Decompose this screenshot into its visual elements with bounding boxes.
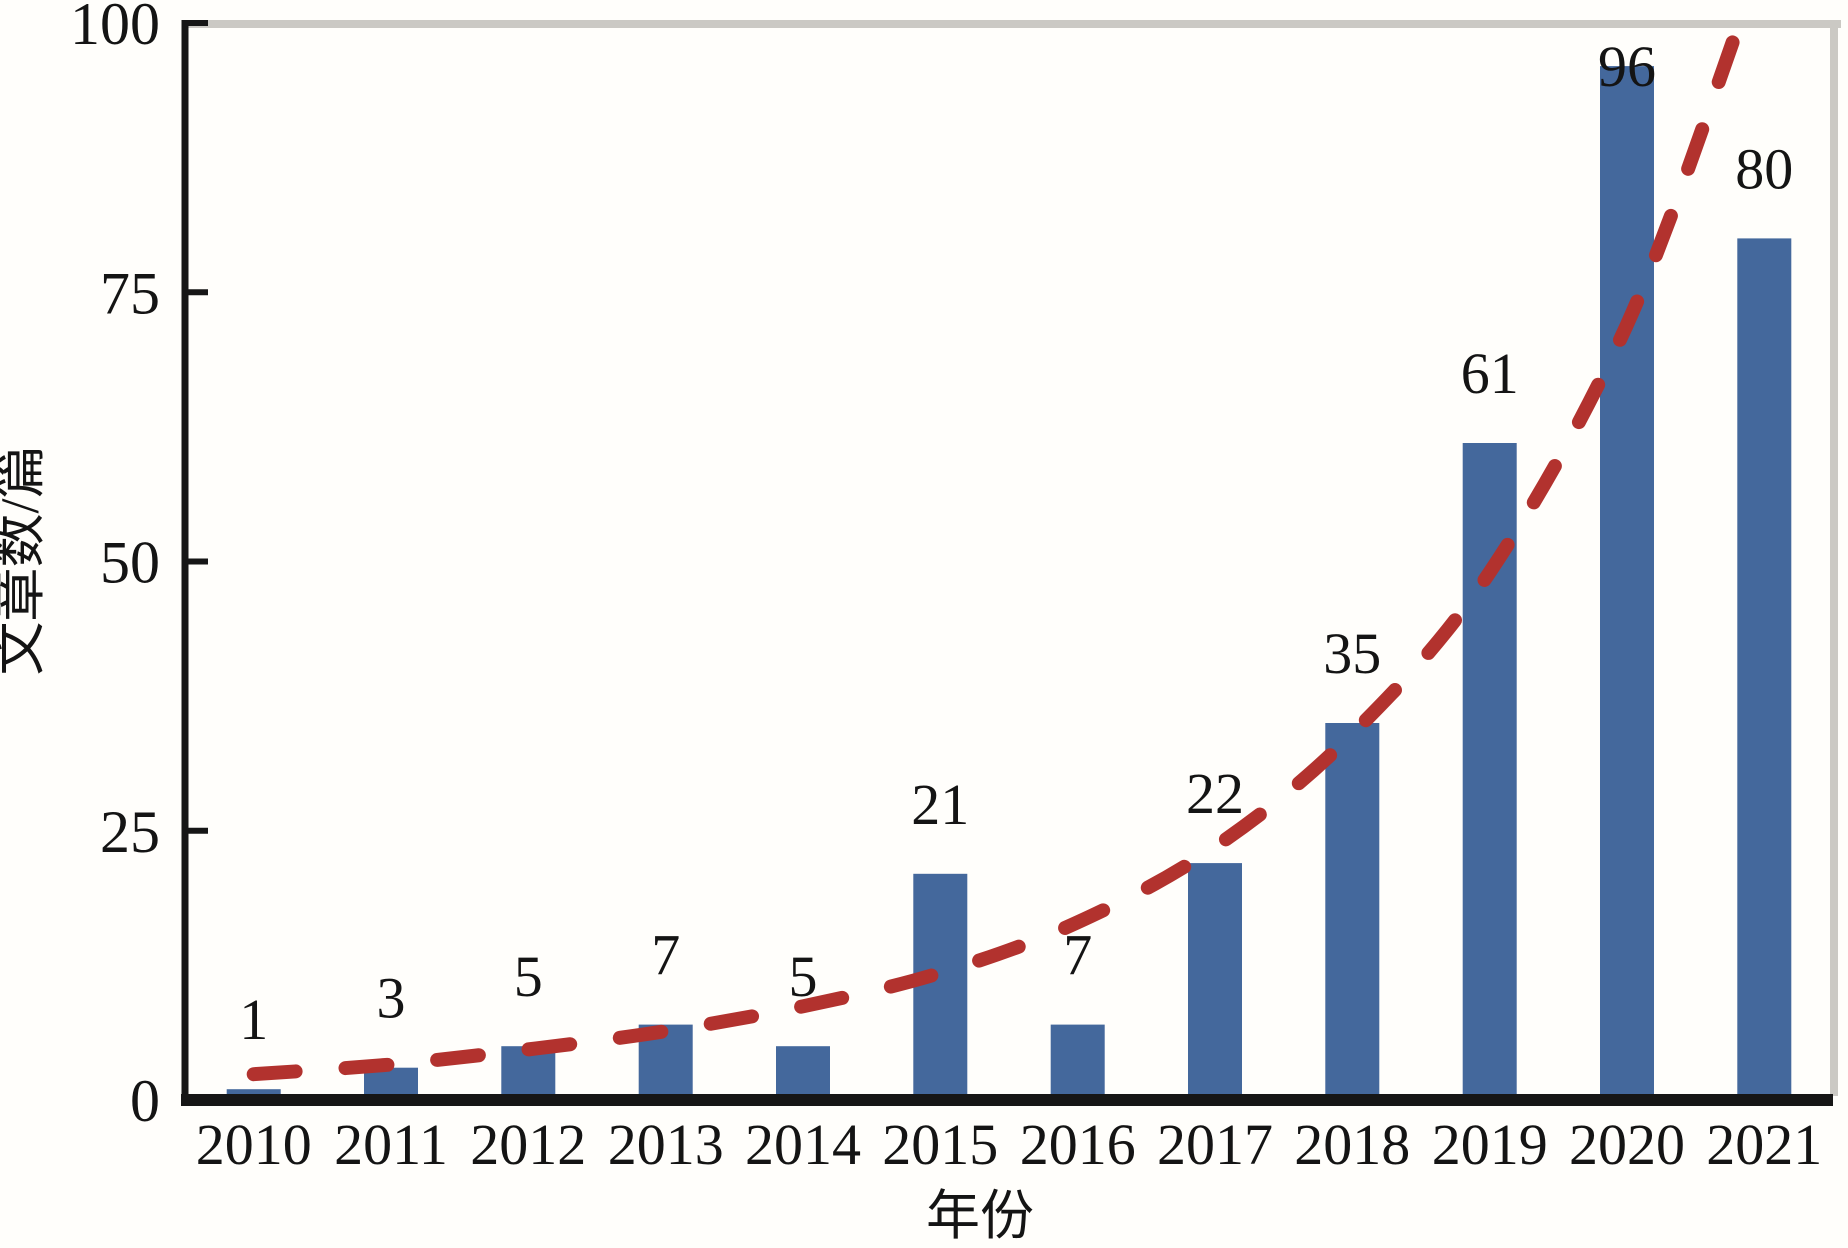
bars-group [226, 66, 1792, 1101]
bar-value-label: 35 [1323, 621, 1381, 686]
x-tick-label: 2014 [745, 1112, 861, 1177]
x-tick-label: 2015 [882, 1112, 998, 1177]
y-axis-title: 文章数/篇 [0, 444, 50, 675]
bar-value-label: 1 [239, 987, 268, 1052]
x-tick-label: 2017 [1157, 1112, 1273, 1177]
bar-value-label: 7 [651, 923, 680, 988]
x-tick-label: 2020 [1569, 1112, 1685, 1177]
bar-value-label: 5 [789, 944, 818, 1009]
bar [1188, 863, 1242, 1100]
x-tick-label: 2011 [334, 1112, 448, 1177]
y-tick-label: 100 [70, 0, 160, 57]
bar-value-label: 21 [911, 772, 969, 837]
x-axis-title: 年份 [926, 1186, 1034, 1246]
x-tick-label: 2010 [196, 1112, 312, 1177]
bar-value-label: 61 [1461, 341, 1519, 406]
bar-value-label: 96 [1598, 34, 1656, 99]
x-tick-label: 2012 [470, 1112, 586, 1177]
x-tick-label: 2013 [608, 1112, 724, 1177]
plot-border-group [185, 20, 1841, 1096]
bar [1600, 66, 1654, 1101]
axes-group [181, 20, 1833, 1106]
y-tick-label: 25 [100, 799, 160, 865]
bar-value-label: 3 [377, 966, 406, 1031]
y-tick-label: 50 [100, 530, 160, 596]
bar-value-label: 7 [1063, 923, 1092, 988]
y-tick-label: 75 [100, 260, 160, 326]
trend-line-group [246, 16, 1747, 1082]
bar-value-label: 22 [1186, 761, 1244, 826]
bar [1325, 723, 1380, 1100]
x-tick-label: 2021 [1706, 1112, 1822, 1177]
bar-value-label: 80 [1735, 136, 1793, 201]
y-tick-label: 0 [130, 1068, 160, 1134]
trend-line [246, 16, 1747, 1082]
x-tick-label: 2016 [1020, 1112, 1136, 1177]
bar [776, 1046, 830, 1100]
x-tick-label: 2019 [1432, 1112, 1548, 1177]
bar [1050, 1024, 1105, 1100]
x-tick-label: 2018 [1294, 1112, 1410, 1177]
bar-value-label: 5 [514, 944, 543, 1009]
bar [1737, 238, 1792, 1100]
bar [913, 873, 968, 1100]
